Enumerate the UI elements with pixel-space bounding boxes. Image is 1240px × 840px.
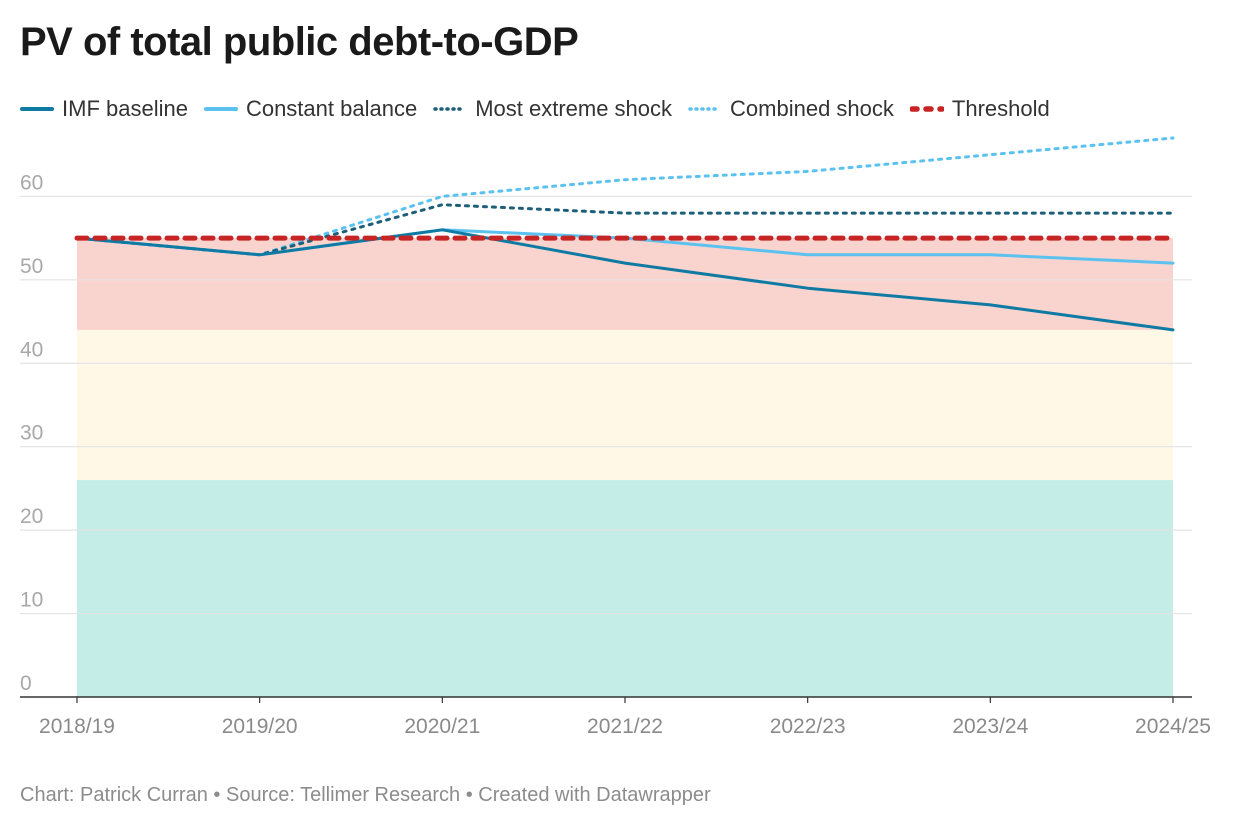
legend-item: IMF baseline: [20, 96, 188, 122]
y-tick-label: 0: [20, 672, 32, 695]
y-tick-label: 50: [20, 255, 43, 278]
y-tick-label: 40: [20, 338, 43, 361]
legend-swatch: [909, 106, 944, 112]
source-credit: Source: Tellimer Research: [225, 784, 461, 806]
x-tick-label: 2019/20: [222, 715, 298, 738]
chart-footer: Chart: Patrick Curran • Source: Tellimer…: [20, 784, 711, 807]
x-tick-label: 2021/22: [587, 715, 663, 738]
chart-credit: Chart: Patrick Curran: [20, 784, 208, 806]
legend-item: Most extreme shock: [433, 96, 672, 122]
y-tick-label: 30: [20, 422, 43, 445]
line-chart: 0 10 20 30 40 50 60 2018/19 2019/20 2020/21 2021/…: [20, 136, 1211, 738]
legend-label: IMF baseline: [62, 96, 188, 121]
legend-label: Constant balance: [245, 96, 418, 121]
legend-swatch: [688, 107, 722, 111]
legend-label: Threshold: [951, 96, 1050, 121]
legend-item: Threshold: [909, 96, 1050, 122]
y-tick-label: 60: [20, 171, 43, 194]
x-axis: 2018/19 2019/20 2020/21 2021/22 2022/23 2023/…: [20, 696, 1211, 738]
created-with: Created with Datawrapper: [478, 784, 711, 806]
y-tick-label: 20: [20, 505, 43, 528]
band-1: [77, 329, 1173, 481]
x-tick-label: 2023/24: [952, 715, 1028, 738]
legend-swatch: [203, 107, 238, 111]
legend-label: Most extreme shock: [475, 96, 673, 121]
x-tick-label: 2020/21: [404, 715, 480, 738]
chart-title: PV of total public debt-to-GDP: [20, 20, 579, 64]
gridlines: [20, 195, 1192, 615]
footer-separator: •: [213, 784, 221, 806]
x-tick-label: 2018/19: [39, 715, 115, 738]
x-tick-label: 2024/25: [1135, 715, 1211, 738]
legend-swatch: [433, 107, 467, 111]
y-axis-ticks: 0 10 20 30 40 50 60: [20, 171, 43, 695]
series-line-imf-baseline: [75, 228, 1175, 332]
legend-label: Combined shock: [730, 96, 894, 121]
series-lines: [74, 136, 1176, 332]
chart-legend: IMF baseline Constant balance Most extreme…: [20, 96, 1066, 122]
y-tick-label: 10: [20, 589, 43, 612]
legend-item: Constant balance: [203, 96, 418, 122]
footer-separator: •: [465, 784, 473, 806]
band-0: [77, 480, 1173, 697]
x-tick-label: 2022/23: [770, 715, 846, 738]
legend-item: Combined shock: [688, 96, 894, 122]
legend-swatch: [20, 107, 54, 111]
